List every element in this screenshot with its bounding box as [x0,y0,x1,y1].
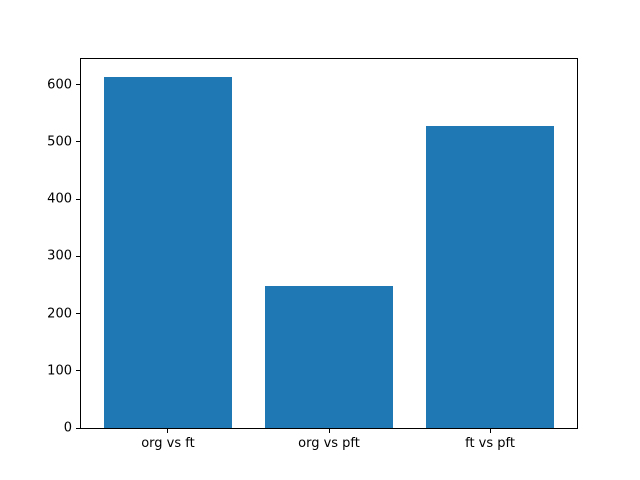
y-tick-300 [76,255,80,257]
x-tick-org-vs-ft [167,429,169,433]
x-tick-org-vs-pft [328,429,330,433]
x-tick-label-org-vs-pft: org vs pft [298,436,360,451]
y-tick-500 [76,141,80,143]
bar-org-vs-pft [264,286,394,428]
y-tick-label-0: 0 [63,420,72,436]
y-tick-label-100: 100 [47,363,72,379]
y-tick-100 [76,370,80,372]
x-tick-label-ft-vs-pft: ft vs pft [465,436,515,451]
x-tick-label-org-vs-ft: org vs ft [141,436,195,451]
bar-ft-vs-pft [425,125,555,428]
y-tick-400 [76,198,80,200]
plot-area: 0 100 200 300 400 500 600 org vs ft org vs pft ft… [47,58,578,450]
y-tick-label-200: 200 [47,306,72,322]
bar-org-vs-ft [103,76,233,428]
y-tick-label-400: 400 [47,191,72,207]
y-tick-label-500: 500 [47,134,72,150]
y-tick-600 [76,84,80,86]
y-tick-label-300: 300 [47,248,72,264]
y-tick-label-600: 600 [47,77,72,93]
y-tick-200 [76,313,80,315]
x-tick-ft-vs-pft [489,429,491,433]
y-tick-0 [76,427,80,429]
